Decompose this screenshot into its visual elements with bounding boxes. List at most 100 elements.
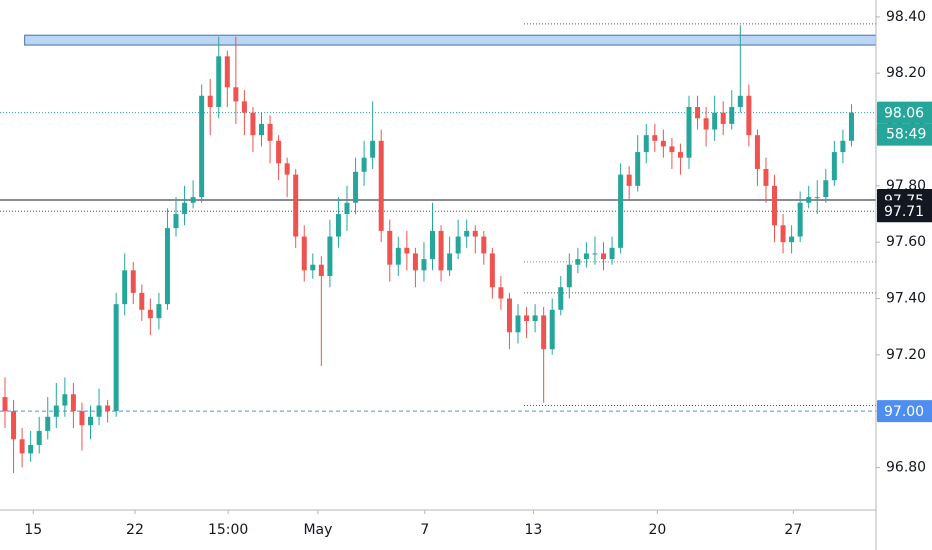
candle-body bbox=[378, 140, 384, 231]
candle-body bbox=[455, 236, 461, 254]
y-tick-label: 97.40 bbox=[886, 291, 926, 307]
x-tick-label: May bbox=[303, 522, 332, 538]
y-tick-label: 98.20 bbox=[886, 65, 926, 81]
countdown-label: 58:49 bbox=[886, 127, 926, 143]
candle-body bbox=[318, 264, 324, 276]
candle-body bbox=[233, 87, 239, 102]
candle-body bbox=[515, 315, 521, 333]
candle-body bbox=[113, 304, 119, 412]
price-badge-label: 97.00 bbox=[884, 404, 924, 420]
candle-body bbox=[293, 174, 299, 237]
candle-body bbox=[250, 112, 256, 136]
candle-body bbox=[609, 247, 615, 260]
candle-body bbox=[70, 394, 76, 412]
candle-body bbox=[772, 185, 778, 226]
candle-body bbox=[712, 112, 718, 130]
candle-body bbox=[224, 56, 230, 88]
candle-body bbox=[652, 135, 658, 141]
candle-body bbox=[498, 287, 504, 299]
candle-body bbox=[831, 152, 837, 181]
candle-body bbox=[327, 236, 333, 276]
candle-body bbox=[489, 253, 495, 288]
candle-body bbox=[28, 444, 34, 454]
candle-body bbox=[207, 95, 213, 108]
candle-body bbox=[53, 405, 59, 417]
candle-body bbox=[156, 304, 162, 319]
candle-body bbox=[122, 270, 128, 305]
candle-body bbox=[541, 315, 547, 350]
candle-body bbox=[472, 230, 478, 237]
candle-body bbox=[139, 292, 145, 310]
candle-body bbox=[549, 309, 555, 350]
candle-body bbox=[173, 214, 179, 229]
candle-body bbox=[558, 287, 564, 310]
candle-body bbox=[806, 197, 812, 203]
candle-body bbox=[130, 270, 136, 293]
candle-body bbox=[695, 107, 701, 119]
candle-body bbox=[848, 112, 854, 141]
candle-body bbox=[45, 416, 51, 431]
price-badge bbox=[877, 200, 932, 223]
candle-body bbox=[267, 123, 273, 141]
candle-body bbox=[729, 107, 735, 124]
candle-body bbox=[404, 247, 410, 254]
candle-body bbox=[421, 259, 427, 271]
countdown-badge bbox=[877, 123, 932, 146]
candle-body bbox=[592, 253, 598, 255]
x-tick-label: 22 bbox=[126, 522, 144, 538]
y-tick-label: 97.60 bbox=[886, 234, 926, 250]
candle-body bbox=[481, 236, 487, 254]
candle-body bbox=[464, 230, 470, 237]
candle-body bbox=[335, 214, 341, 237]
candle-body bbox=[823, 180, 829, 198]
candle-body bbox=[259, 123, 265, 136]
candle-body bbox=[147, 309, 153, 319]
candle-body bbox=[2, 397, 8, 412]
candle-body bbox=[276, 140, 282, 164]
candle-body bbox=[532, 315, 538, 322]
candle-body bbox=[96, 405, 102, 417]
candle-body bbox=[737, 95, 743, 108]
candle-body bbox=[88, 416, 94, 426]
candle-body bbox=[686, 107, 692, 158]
candle-body bbox=[284, 163, 290, 175]
candle-body bbox=[105, 405, 111, 412]
x-tick-label: 15:00 bbox=[208, 522, 248, 538]
candle-body bbox=[438, 230, 444, 271]
candle-body bbox=[182, 202, 188, 215]
candle-body bbox=[36, 430, 42, 445]
candle-body bbox=[566, 264, 572, 288]
price-badge-label: 97.71 bbox=[884, 204, 924, 220]
candle-body bbox=[677, 152, 683, 158]
candle-body bbox=[430, 230, 436, 260]
price-badge bbox=[877, 400, 932, 423]
candle-body bbox=[601, 253, 607, 260]
candle-body bbox=[241, 101, 247, 113]
candle-body bbox=[310, 264, 316, 271]
candle-body bbox=[164, 228, 170, 305]
candle-body bbox=[19, 439, 25, 454]
candle-body bbox=[789, 236, 795, 243]
candle-body bbox=[447, 253, 453, 271]
candle-body bbox=[301, 236, 307, 271]
candle-body bbox=[763, 168, 769, 186]
candle-body bbox=[11, 411, 17, 440]
candle-body bbox=[387, 230, 393, 265]
candle-body bbox=[754, 135, 760, 169]
x-tick-label: 7 bbox=[420, 522, 429, 538]
candle-body bbox=[353, 171, 359, 203]
candle-body bbox=[703, 118, 709, 130]
price-badge-label: 98.06 bbox=[884, 106, 924, 122]
y-tick-label: 97.20 bbox=[886, 347, 926, 363]
candle-body bbox=[412, 253, 418, 271]
candle-body bbox=[344, 202, 350, 215]
candle-body bbox=[524, 315, 530, 322]
zone bbox=[24, 34, 877, 46]
candle-body bbox=[643, 135, 649, 153]
candle-body bbox=[361, 157, 367, 172]
y-tick-label: 98.40 bbox=[886, 9, 926, 25]
candle-body bbox=[62, 394, 68, 406]
candle-body bbox=[814, 197, 820, 199]
candle-body bbox=[669, 146, 675, 153]
